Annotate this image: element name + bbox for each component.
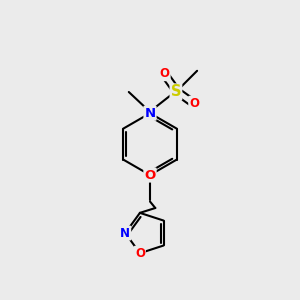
Text: O: O — [135, 247, 145, 260]
Text: O: O — [160, 67, 170, 80]
Text: S: S — [171, 85, 181, 100]
Text: N: N — [120, 226, 130, 239]
Text: O: O — [144, 169, 156, 182]
Text: N: N — [144, 107, 156, 120]
Text: O: O — [189, 97, 199, 110]
